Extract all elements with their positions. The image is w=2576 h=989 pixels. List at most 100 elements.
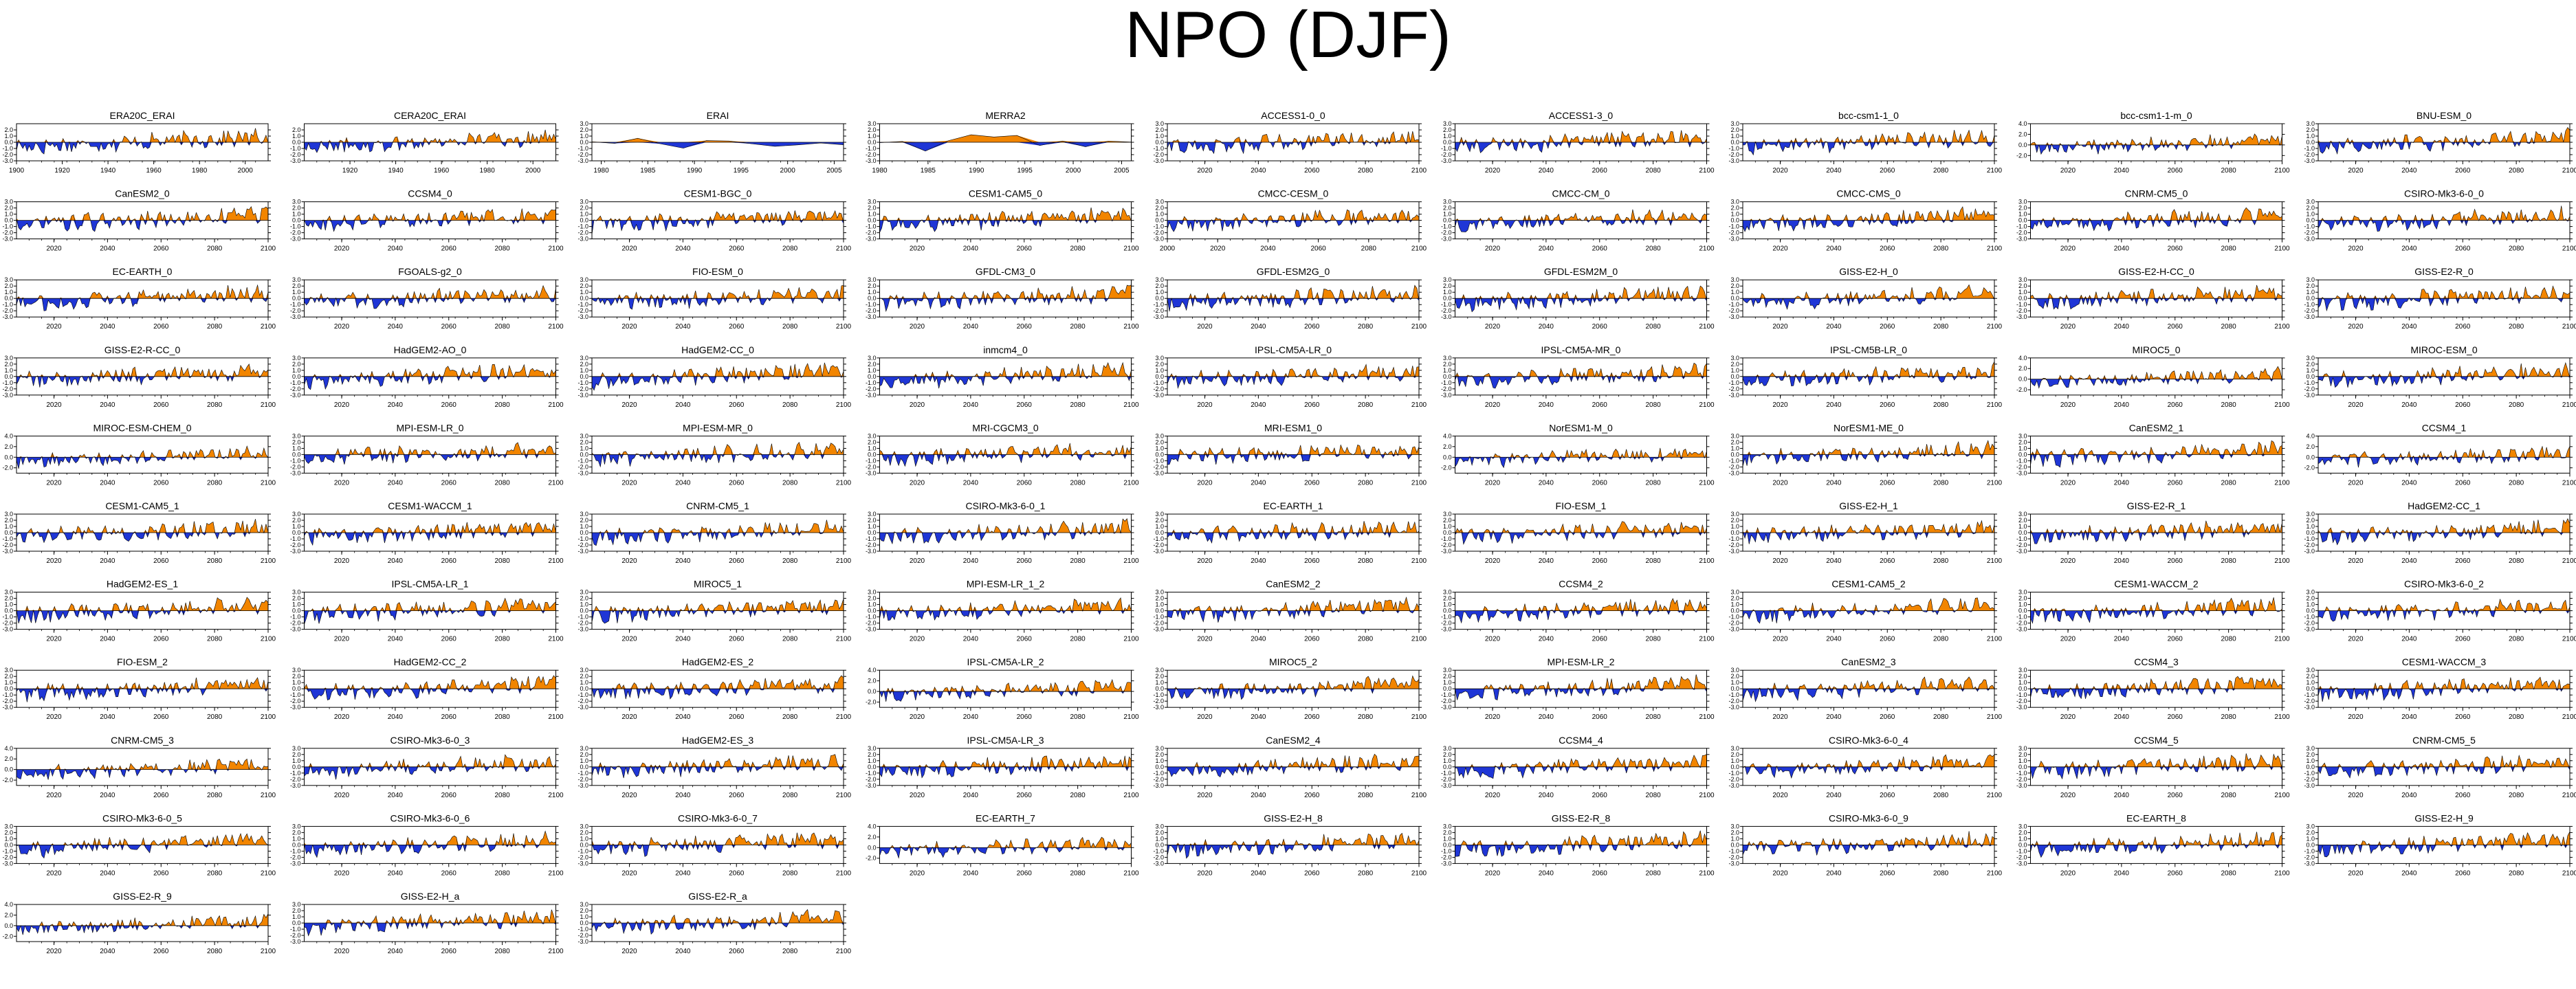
x-tick-label: 2020 (910, 557, 925, 565)
panel: IPSL-CM5A-LR_2 4.0 2.0 0.0 -2.0 2020 2040 2060 2… (866, 656, 1139, 721)
x-tick-label: 2100 (1123, 323, 1139, 331)
y-tick-label: -2.0 (1153, 307, 1164, 314)
y-tick-label: -2.0 (2016, 620, 2027, 627)
x-tick-label: 2100 (261, 636, 276, 643)
y-tick-label: 2.0 (2018, 673, 2027, 680)
y-tick-label: 1.0 (1443, 367, 1452, 374)
x-tick-label: 2040 (2114, 869, 2130, 877)
y-tick-label: -3.0 (290, 704, 301, 711)
x-tick-label: 2020 (2348, 167, 2364, 175)
x-tick-label: 2020 (910, 713, 925, 721)
series-line (16, 128, 269, 155)
y-tick-label: 0.0 (4, 766, 13, 773)
x-tick-label: 2080 (495, 636, 511, 643)
panel: CCSM4_0 3.02.01.00.0-1.0-2.0-3.0 2020 2040 2… (290, 188, 564, 253)
x-tick-label: 1920 (342, 167, 358, 175)
y-tick-label: 1.0 (1730, 367, 1739, 374)
y-tick-label: 1.0 (2018, 445, 2027, 452)
panel-title: CCSM4_5 (2134, 735, 2179, 746)
x-tick-label: 2100 (1987, 479, 2003, 487)
positive-area (2030, 366, 2282, 379)
y-tick-label: 3.0 (580, 432, 588, 439)
y-tick-label: -2.0 (577, 463, 588, 470)
y-tick-label: 3.0 (580, 745, 588, 752)
x-tick-label: 1995 (1017, 167, 1033, 175)
negative-area (2030, 220, 2282, 232)
positive-area (1167, 676, 1419, 689)
y-tick-label: -3.0 (1728, 626, 1739, 633)
y-tick-label: 0.0 (1730, 841, 1739, 848)
negative-area (16, 298, 268, 311)
x-tick-label: 2060 (729, 636, 745, 643)
y-tick-label: 2.0 (2306, 673, 2315, 680)
y-tick-label: -1.0 (1728, 614, 1739, 621)
negative-area (1743, 533, 1994, 544)
x-tick-label: 2080 (207, 792, 223, 799)
y-tick-label: 3.0 (868, 589, 877, 596)
positive-area (592, 520, 844, 533)
y-tick-label: 2.0 (868, 205, 877, 212)
positive-area (1455, 209, 1707, 221)
x-tick-label: 1980 (480, 167, 496, 175)
y-tick-label: -1.0 (1728, 145, 1739, 152)
y-tick-label: 0.0 (868, 764, 877, 770)
y-tick-label: 0.0 (868, 217, 877, 224)
negative-area (592, 610, 844, 624)
panel: CSIRO-Mk3-6-0_5 3.02.01.00.0-1.0-2.0-3.0 2… (2, 812, 276, 877)
y-tick-label: 2.0 (2018, 365, 2027, 372)
y-tick-label: -3.0 (577, 313, 588, 320)
x-tick-label: 2080 (1361, 245, 1377, 253)
y-tick-label: -3.0 (290, 313, 301, 320)
x-tick-label: 2020 (1485, 636, 1501, 643)
y-tick-label: 0.0 (580, 764, 588, 770)
y-tick-label: 4.0 (2018, 355, 2027, 362)
x-tick-label: 1940 (100, 167, 116, 175)
x-tick-label: 2100 (261, 557, 276, 565)
panel: IPSL-CM5A-LR_3 3.02.01.00.0-1.0-2.0-3.0 20… (866, 735, 1139, 799)
x-tick-label: 2100 (2274, 713, 2290, 721)
panel: NorESM1-M_0 4.0 2.0 0.0 -2.0 2020 2040 2060 2080… (1441, 422, 1715, 487)
y-tick-label: 1.0 (1443, 523, 1452, 530)
y-tick-label: -3.0 (290, 782, 301, 789)
panel: IPSL-CM5A-MR_0 3.02.01.00.0-1.0-2.0-3.0 20… (1441, 344, 1715, 409)
y-tick-label: -2.0 (1153, 386, 1164, 392)
x-tick-label: 2080 (1646, 713, 1662, 721)
y-tick-label: 3.0 (1730, 355, 1739, 362)
x-tick-label: 2080 (1358, 557, 1374, 565)
y-tick-label: 2.0 (580, 438, 588, 445)
x-tick-label: 2040 (388, 245, 404, 253)
y-tick-label: 3.0 (1730, 745, 1739, 752)
y-tick-label: 1.0 (1730, 211, 1739, 218)
y-tick-label: 4.0 (4, 745, 13, 752)
x-tick-label: 2020 (1485, 792, 1501, 799)
x-tick-label: 2020 (46, 323, 62, 331)
x-tick-label: 2100 (836, 869, 852, 877)
series-line (1167, 364, 1420, 389)
y-tick-label: 0.0 (1155, 373, 1164, 380)
panel: MERRA2 3.02.01.00.0-1.0-2.0-3.0 1980 1985 19… (866, 110, 1134, 175)
y-tick-label: -3.0 (866, 313, 877, 320)
positive-area (592, 285, 844, 299)
x-tick-label: 2060 (2168, 401, 2183, 409)
x-tick-label: 2100 (1411, 557, 1427, 565)
x-tick-label: 2100 (1987, 167, 2003, 175)
y-tick-label: 3.0 (1155, 276, 1164, 283)
y-tick-label: 1.0 (2306, 523, 2315, 530)
panel: CanESM2_2 3.02.01.00.0-1.0-2.0-3.0 2020 204… (1153, 579, 1427, 643)
positive-area (304, 831, 556, 845)
x-tick-label: 2040 (963, 479, 979, 487)
y-tick-label: 1.0 (2018, 601, 2027, 608)
y-tick-label: 2.0 (292, 361, 301, 368)
y-tick-label: 1.0 (580, 757, 588, 764)
series-line (591, 442, 844, 468)
x-tick-label: 2040 (388, 557, 404, 565)
positive-area (592, 599, 844, 611)
y-tick-label: 1.0 (1155, 367, 1164, 374)
y-tick-label: 1.0 (2306, 679, 2315, 686)
y-tick-label: 0.0 (1443, 529, 1452, 536)
series-line (879, 134, 1132, 152)
negative-area (304, 845, 556, 858)
y-tick-label: 1.0 (1730, 835, 1739, 842)
y-tick-label: -1.0 (2304, 614, 2315, 621)
x-tick-label: 2040 (388, 713, 404, 721)
